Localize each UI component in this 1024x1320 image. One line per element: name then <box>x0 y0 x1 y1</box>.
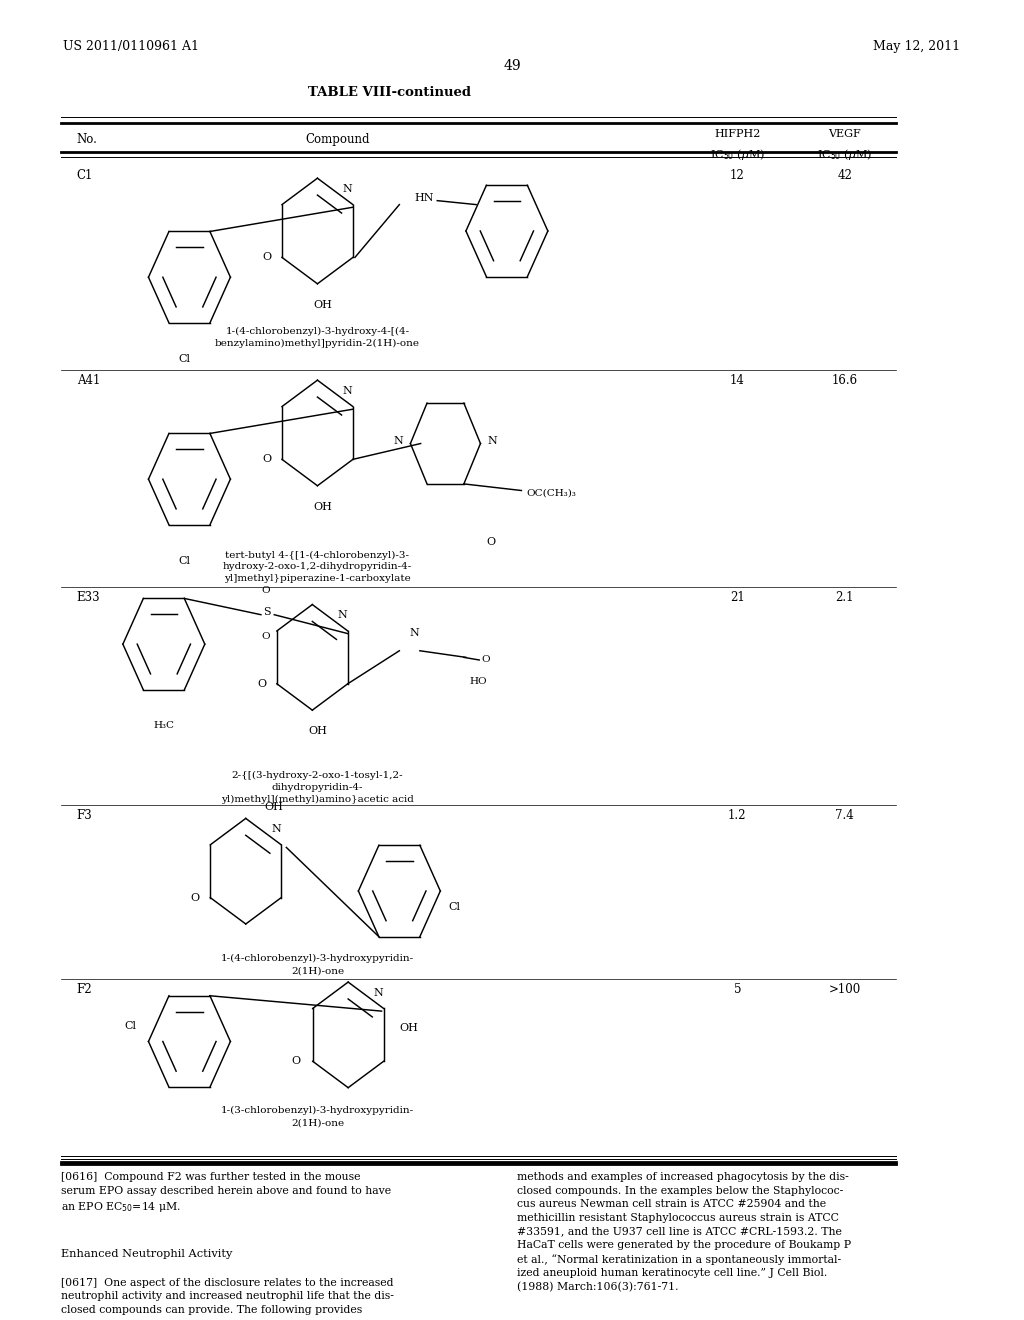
Text: 7.4: 7.4 <box>836 809 854 822</box>
Text: OH: OH <box>264 801 283 812</box>
Text: 5: 5 <box>733 983 741 997</box>
Text: 12: 12 <box>730 169 744 182</box>
Text: O: O <box>190 892 200 903</box>
Text: OH: OH <box>313 300 332 310</box>
Text: N: N <box>410 627 420 638</box>
Text: 16.6: 16.6 <box>831 374 858 387</box>
Text: 1-(4-chlorobenzyl)-3-hydroxy-4-[(4-
benzylamino)methyl]pyridin-2(1H)-one: 1-(4-chlorobenzyl)-3-hydroxy-4-[(4- benz… <box>215 327 420 348</box>
Text: 2-{[(3-hydroxy-2-oxo-1-tosyl-1,2-
dihydropyridin-4-
yl)methyl](methyl)amino}acet: 2-{[(3-hydroxy-2-oxo-1-tosyl-1,2- dihydr… <box>221 771 414 804</box>
Text: F3: F3 <box>77 809 92 822</box>
Text: tert-butyl 4-{[1-(4-chlorobenzyl)-3-
hydroxy-2-oxo-1,2-dihydropyridin-4-
yl]meth: tert-butyl 4-{[1-(4-chlorobenzyl)-3- hyd… <box>223 550 412 583</box>
Text: O: O <box>481 656 489 664</box>
Text: O: O <box>262 454 271 465</box>
Text: IC$_{50}$ ($\mu$M): IC$_{50}$ ($\mu$M) <box>710 147 765 161</box>
Text: OH: OH <box>308 726 327 737</box>
Text: 21: 21 <box>730 591 744 605</box>
Text: 2.1: 2.1 <box>836 591 854 605</box>
Text: OC(CH₃)₃: OC(CH₃)₃ <box>526 488 577 498</box>
Text: [0617]  One aspect of the disclosure relates to the increased
neutrophil activit: [0617] One aspect of the disclosure rela… <box>61 1278 394 1315</box>
Text: >100: >100 <box>828 983 861 997</box>
Text: 42: 42 <box>838 169 852 182</box>
Text: N: N <box>338 610 347 620</box>
Text: Cl: Cl <box>124 1020 136 1031</box>
Text: Compound: Compound <box>306 133 370 147</box>
Text: N: N <box>487 436 498 446</box>
Text: Cl: Cl <box>178 354 190 364</box>
Text: Enhanced Neutrophil Activity: Enhanced Neutrophil Activity <box>61 1249 232 1259</box>
Text: VEGF: VEGF <box>828 129 861 140</box>
Text: No.: No. <box>77 133 97 147</box>
Text: A41: A41 <box>77 374 100 387</box>
Text: HIFPH2: HIFPH2 <box>714 129 761 140</box>
Text: HO: HO <box>469 677 487 686</box>
Text: TABLE VIII-continued: TABLE VIII-continued <box>307 86 471 99</box>
Text: N: N <box>343 385 352 396</box>
Text: [0616]  Compound F2 was further tested in the mouse
serum EPO assay described he: [0616] Compound F2 was further tested in… <box>61 1172 391 1214</box>
Text: N: N <box>393 436 403 446</box>
Text: OH: OH <box>399 1023 418 1034</box>
Text: F2: F2 <box>77 983 92 997</box>
Text: 49: 49 <box>503 59 521 74</box>
Text: OH: OH <box>313 502 332 512</box>
Text: N: N <box>374 987 383 998</box>
Text: O: O <box>257 678 266 689</box>
Text: O: O <box>292 1056 301 1067</box>
Text: N: N <box>271 824 281 834</box>
Text: 14: 14 <box>730 374 744 387</box>
Text: H₃C: H₃C <box>154 721 174 730</box>
Text: May 12, 2011: May 12, 2011 <box>873 40 961 53</box>
Text: Cl: Cl <box>178 556 190 566</box>
Text: 1-(3-chlorobenzyl)-3-hydroxypyridin-
2(1H)-one: 1-(3-chlorobenzyl)-3-hydroxypyridin- 2(1… <box>221 1106 414 1127</box>
Text: E33: E33 <box>77 591 100 605</box>
Text: S: S <box>263 607 271 616</box>
Text: 1-(4-chlorobenzyl)-3-hydroxypyridin-
2(1H)-one: 1-(4-chlorobenzyl)-3-hydroxypyridin- 2(1… <box>221 954 414 975</box>
Text: HN: HN <box>415 193 434 203</box>
Text: O: O <box>486 537 496 546</box>
Text: US 2011/0110961 A1: US 2011/0110961 A1 <box>63 40 200 53</box>
Text: O: O <box>262 632 270 640</box>
Text: 1.2: 1.2 <box>728 809 746 822</box>
Text: O: O <box>262 252 271 263</box>
Text: C1: C1 <box>77 169 93 182</box>
Text: Cl: Cl <box>449 902 461 912</box>
Text: methods and examples of increased phagocytosis by the dis-
closed compounds. In : methods and examples of increased phagoc… <box>517 1172 851 1292</box>
Text: IC$_{50}$ ($\mu$M): IC$_{50}$ ($\mu$M) <box>817 147 872 161</box>
Text: N: N <box>343 183 352 194</box>
Text: O: O <box>262 586 270 595</box>
